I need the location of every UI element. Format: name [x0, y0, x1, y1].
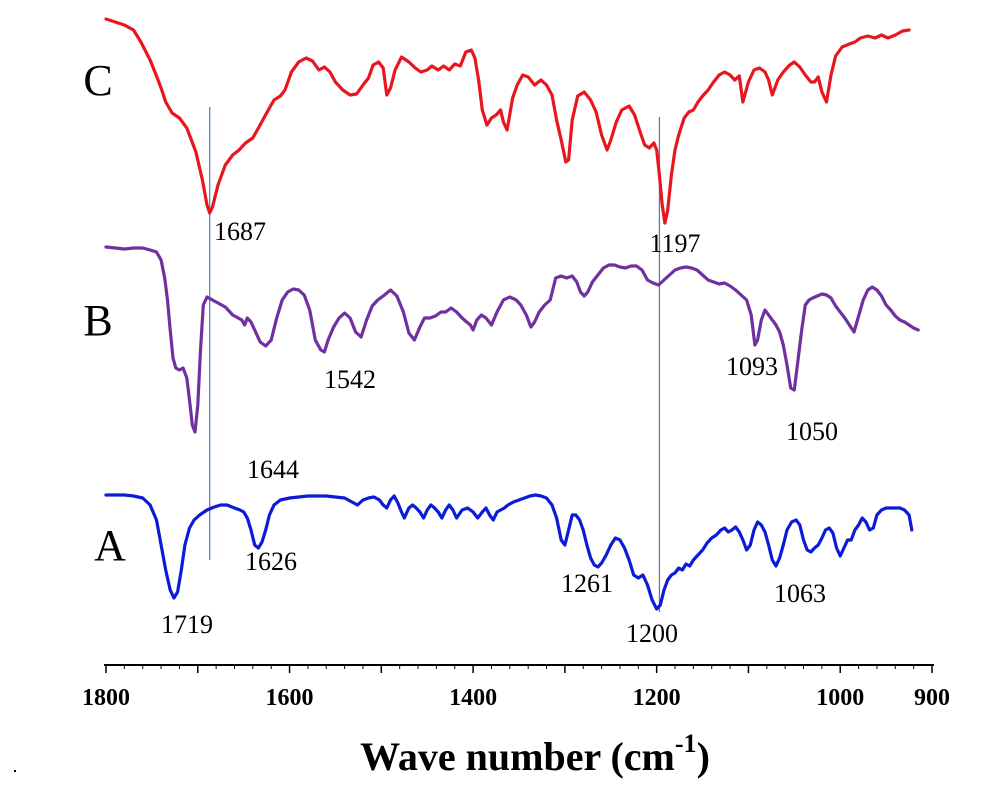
- peak-label: 1197: [649, 229, 700, 258]
- peak-label: 1626: [245, 547, 297, 576]
- spectra-series: [104, 17, 920, 611]
- peak-label: 1542: [324, 365, 376, 394]
- peak-label: 1687: [214, 217, 266, 246]
- series-letter-c: C: [83, 56, 112, 105]
- x-axis-tick-labels: 1800 1600 1400 1200 1000 900: [82, 685, 950, 711]
- x-tick-label: 1800: [82, 685, 130, 711]
- x-tick-label: 1200: [633, 685, 681, 711]
- series-line-c: [104, 17, 911, 225]
- series-letter-labels: C B A: [83, 56, 126, 570]
- x-axis-title-main: Wave number (cm: [360, 734, 675, 779]
- series-line-a: [104, 493, 914, 611]
- series-letter-a: A: [94, 521, 126, 570]
- x-axis-title: Wave number (cm-1): [360, 729, 710, 779]
- series-line-b: [104, 245, 920, 434]
- reference-lines: [209, 107, 661, 612]
- x-axis-ticks: [105, 665, 933, 673]
- series-letter-b: B: [83, 296, 112, 345]
- peak-label: 1063: [774, 579, 826, 608]
- x-tick-label: 1600: [266, 685, 314, 711]
- peak-label: 1644: [247, 455, 299, 484]
- x-axis-title-close: ): [697, 734, 710, 779]
- stray-dot: [14, 770, 16, 772]
- peak-annotations: 1687 1197 1644 1542 1093 1050 1719 1626 1261 1200…: [161, 217, 838, 648]
- x-tick-label: 900: [914, 685, 950, 711]
- x-tick-label: 1400: [449, 685, 497, 711]
- peak-label: 1093: [726, 352, 778, 381]
- peak-label: 1050: [786, 417, 838, 446]
- peak-label: 1200: [626, 619, 678, 648]
- x-tick-label: 1000: [816, 685, 864, 711]
- peak-label: 1261: [561, 569, 613, 598]
- x-axis-title-superscript: -1: [675, 729, 697, 758]
- peak-label: 1719: [161, 610, 213, 639]
